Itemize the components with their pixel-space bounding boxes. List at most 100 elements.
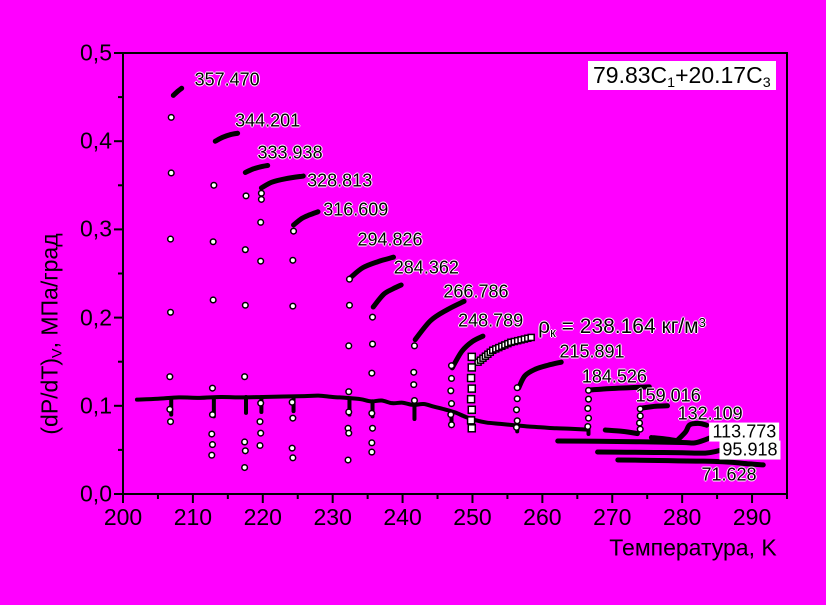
series-arc	[639, 403, 670, 411]
series-arc	[588, 384, 652, 393]
data-point-open-circle	[166, 235, 175, 243]
series-arc	[242, 162, 271, 176]
data-point-open-circle	[368, 448, 376, 456]
data-point-open-circle	[257, 218, 265, 226]
series-tail	[555, 431, 724, 446]
data-point-open-circle	[512, 406, 521, 414]
data-point-open-circle	[345, 429, 353, 437]
data-point-open-circle	[257, 399, 265, 407]
data-point-open-circle	[636, 412, 644, 420]
data-point-open-circle	[241, 301, 249, 309]
data-point-open-circle	[166, 308, 175, 316]
data-point-open-circle	[208, 451, 216, 459]
data-point-open-circle	[368, 340, 377, 348]
data-point-open-circle	[345, 275, 354, 283]
series-arc	[449, 333, 486, 371]
data-point-open-circle	[447, 387, 455, 395]
series-294.826	[344, 254, 396, 464]
data-point-open-circle	[208, 441, 217, 449]
data-point-open-circle	[256, 441, 264, 450]
data-point-open-circle	[368, 409, 376, 417]
data-point-open-circle	[210, 181, 218, 189]
data-point-open-circle	[345, 342, 353, 350]
data-point-open-circle	[345, 301, 354, 309]
series-tail	[615, 457, 766, 468]
series-184.526	[584, 384, 652, 437]
data-point-open-circle	[208, 411, 217, 419]
data-point-open-circle	[636, 425, 644, 433]
series-248.789	[447, 333, 486, 429]
series-357.470	[166, 85, 185, 426]
data-point-open-circle	[410, 342, 419, 350]
data-point-open-circle	[584, 422, 592, 431]
data-point-open-circle	[257, 195, 265, 203]
data-point-open-circle	[512, 423, 521, 431]
series-159.016	[602, 403, 670, 437]
data-point-open-circle	[636, 405, 644, 413]
series-tail	[595, 446, 730, 456]
series-tail	[602, 427, 640, 437]
data-point-open-circle	[241, 447, 249, 455]
data-point-open-circle	[257, 257, 265, 265]
data-point-open-circle	[513, 395, 521, 403]
series-284.362	[368, 282, 404, 456]
data-point-open-circle	[447, 421, 456, 429]
series-95.918	[595, 446, 730, 456]
data-point-open-square	[467, 363, 477, 372]
series-113.773	[555, 431, 724, 446]
series-arc	[258, 173, 306, 191]
series-arc	[291, 209, 321, 228]
data-point-open-circle	[513, 384, 521, 392]
data-point-open-square	[466, 394, 476, 404]
data-point-open-square	[467, 352, 477, 362]
data-point-open-circle	[410, 396, 419, 405]
data-point-open-circle	[209, 238, 217, 246]
series-arc	[170, 85, 185, 98]
data-point-open-circle	[241, 246, 249, 254]
series-215.891	[512, 359, 564, 434]
baseline-curve	[134, 393, 590, 432]
data-point-open-square	[466, 373, 476, 383]
data-point-open-square	[527, 333, 535, 342]
data-point-open-circle	[242, 192, 250, 200]
data-point-open-circle	[345, 388, 353, 396]
data-point-open-circle	[584, 395, 593, 403]
data-point-open-circle	[166, 405, 174, 413]
series-316.609	[288, 209, 321, 462]
data-point-open-circle	[584, 404, 592, 412]
data-point-open-circle	[166, 418, 175, 426]
data-point-open-circle	[241, 438, 249, 446]
series-arc	[370, 282, 404, 310]
series-arc	[412, 298, 467, 343]
data-point-open-circle	[208, 430, 216, 438]
data-point-open-circle	[208, 384, 217, 392]
data-point-open-circle	[167, 169, 175, 177]
data-point-open-circle	[289, 414, 297, 422]
data-point-open-circle	[344, 456, 352, 464]
data-point-open-circle	[345, 408, 353, 416]
data-point-open-circle	[241, 463, 249, 472]
data-point-open-circle	[288, 444, 296, 452]
data-point-open-circle	[289, 256, 297, 264]
data-point-open-circle	[447, 411, 455, 419]
data-point-open-circle	[447, 400, 456, 408]
data-point-open-circle	[368, 369, 376, 377]
data-point-open-circle	[447, 374, 456, 383]
series-266.786	[410, 298, 467, 422]
data-point-open-circle	[289, 227, 298, 235]
data-point-open-square	[466, 416, 476, 425]
data-point-open-circle	[368, 313, 377, 321]
series-132.109	[648, 420, 710, 444]
data-point-open-square	[467, 424, 477, 433]
data-point-open-circle	[368, 424, 377, 432]
series-344.201	[208, 130, 241, 459]
data-point-open-circle	[289, 302, 297, 310]
data-point-open-circle	[288, 398, 296, 406]
data-point-open-circle	[209, 296, 217, 304]
series-238.164	[466, 333, 535, 433]
data-point-open-circle	[584, 414, 593, 422]
data-point-open-circle	[256, 418, 264, 426]
data-point-open-circle	[368, 439, 376, 447]
data-point-open-circle	[257, 429, 265, 437]
series-arc	[347, 254, 396, 281]
